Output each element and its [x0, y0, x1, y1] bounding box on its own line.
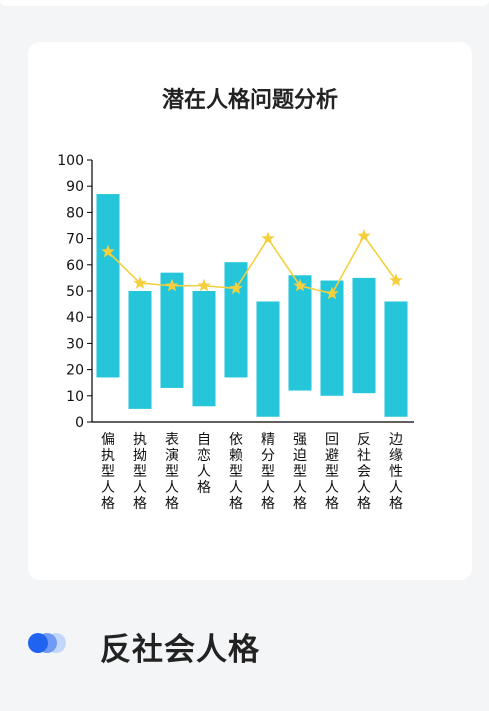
- star-point-5: [229, 281, 243, 295]
- bar-7: [288, 275, 312, 391]
- x-tick-label: 偏执型人格: [101, 432, 115, 512]
- x-tick-label: 回避型人格: [325, 432, 339, 512]
- bar-4: [192, 291, 216, 407]
- bar-line-chart: 0 10 20 30 40 50 60 70 80 90 100 偏执型人格 执拗型人格 表演型人格 自恋人…: [57, 153, 414, 512]
- y-tick-label: 0: [75, 415, 84, 431]
- x-tick-label: 精分型人格: [261, 432, 275, 512]
- bar-3: [160, 272, 184, 388]
- bar-6: [256, 301, 280, 417]
- x-tick-label: 执拗型人格: [133, 432, 147, 512]
- y-tick-label: 80: [66, 205, 84, 221]
- section-title: 反社会人格: [100, 632, 260, 668]
- x-tick-label: 自恋人格: [197, 432, 211, 496]
- star-point-10: [389, 273, 403, 287]
- three-dots-icon: [28, 631, 68, 655]
- y-tick-label: 60: [66, 258, 84, 274]
- bar-10: [384, 301, 408, 417]
- bar-1: [96, 194, 120, 378]
- y-tick-label: 10: [66, 389, 84, 405]
- y-tick-label: 90: [66, 179, 84, 195]
- x-tick-label: 强迫型人格: [293, 432, 307, 512]
- y-tick-label: 20: [66, 363, 84, 379]
- star-point-4: [197, 278, 211, 292]
- chart-card: 潜在人格问题分析 0 10 20 30 40 50 60 70 80 90 100 偏执型人格 执拗型人…: [28, 42, 472, 580]
- series-line: [107, 234, 397, 295]
- x-tick-label: 边缘性人格: [389, 432, 403, 512]
- y-tick-label: 100: [57, 153, 84, 169]
- y-tick-label: 40: [66, 310, 84, 326]
- star-point-9: [357, 228, 371, 242]
- y-tick-label: 70: [66, 232, 84, 248]
- star-point-6: [261, 231, 275, 245]
- star-point-3: [165, 278, 179, 292]
- x-tick-label: 表演型人格: [165, 432, 179, 512]
- star-point-8: [325, 286, 339, 300]
- top-strip: [0, 0, 489, 6]
- star-point-2: [133, 276, 147, 289]
- section-header: 反社会人格: [28, 620, 468, 670]
- star-point-7: [293, 278, 307, 292]
- bar-2: [128, 291, 152, 409]
- star-point-1: [101, 244, 115, 258]
- x-tick-label: 反社会人格: [357, 432, 371, 512]
- chart-title: 潜在人格问题分析: [161, 88, 338, 113]
- bar-9: [352, 277, 376, 394]
- bar-5: [224, 262, 248, 378]
- y-tick-label: 50: [66, 284, 84, 300]
- y-tick-label: 30: [66, 336, 84, 352]
- x-tick-label: 依赖型人格: [229, 432, 243, 512]
- bar-8: [320, 280, 344, 396]
